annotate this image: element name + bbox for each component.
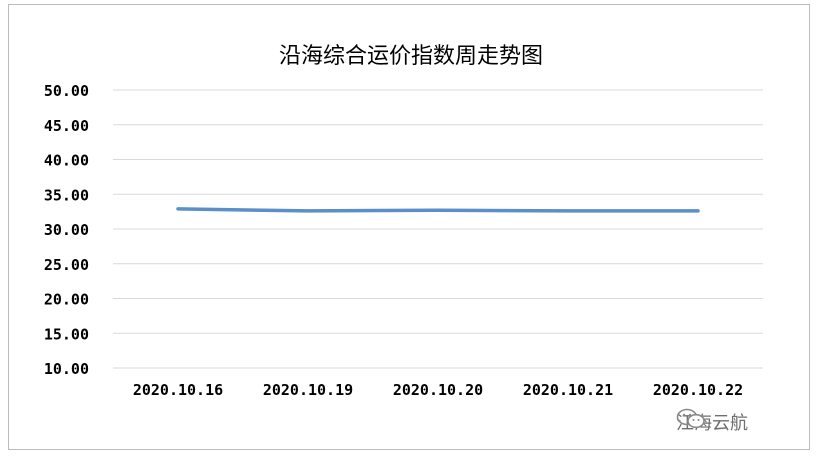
series-group [176,207,700,213]
series-line [176,207,700,213]
y-tick-label: 35.00 [44,186,89,204]
y-tick-label: 20.00 [44,291,89,309]
chart-frame [8,4,810,450]
y-tick-label: 25.00 [44,256,89,274]
y-axis-ticks: 10.00 15.00 20.00 25.00 30.00 35.00 40.00 45.00… [44,82,89,378]
gridlines [113,89,763,369]
x-tick-label: 2020.10.22 [653,381,743,399]
wechat-icon [676,408,705,429]
y-tick-label: 45.00 [44,117,89,135]
watermark: 江海云航 [676,408,748,436]
x-tick-label: 2020.10.16 [133,381,223,399]
y-tick-label: 30.00 [44,221,89,239]
chart-title: 沿海综合运价指数周走势图 [279,44,543,69]
x-tick-label: 2020.10.21 [523,381,613,399]
y-tick-label: 10.00 [44,360,89,378]
x-tick-label: 2020.10.19 [263,381,353,399]
y-tick-label: 40.00 [44,152,89,170]
x-tick-label: 2020.10.20 [393,381,483,399]
y-tick-label: 15.00 [44,325,89,343]
x-axis-ticks: 2020.10.16 2020.10.19 2020.10.20 2020.10.21… [133,381,743,399]
y-tick-label: 50.00 [44,82,89,100]
